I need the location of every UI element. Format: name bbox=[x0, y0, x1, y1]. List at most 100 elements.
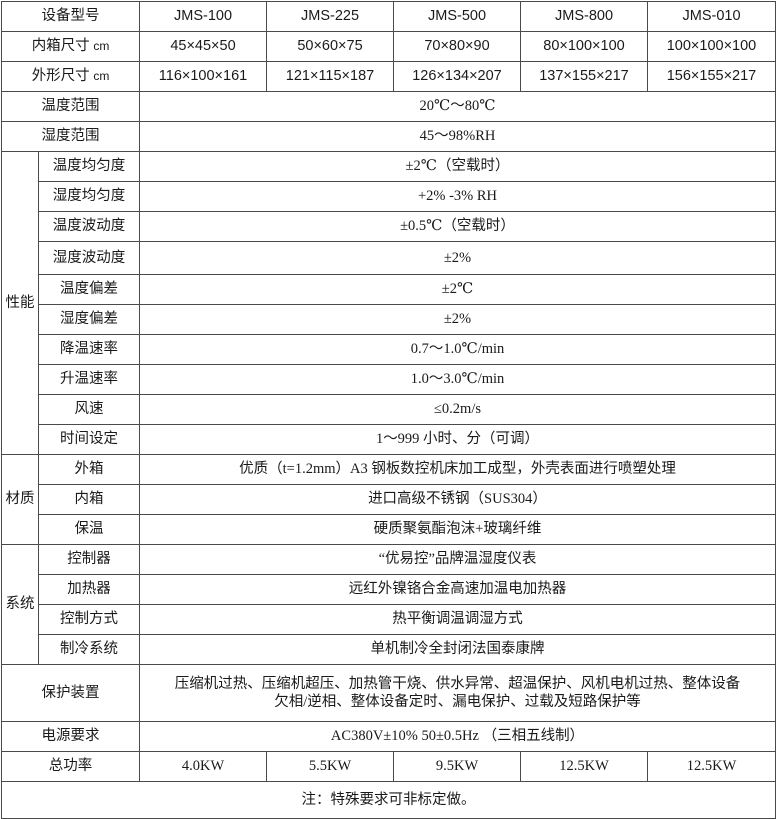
table-footnote: 注：特殊要求可非标定做。 bbox=[1, 781, 776, 819]
category-system-text: 系统 bbox=[5, 596, 35, 613]
perf-value-2: +2% -3% RH bbox=[139, 181, 776, 212]
model-cell-5: JMS-010 bbox=[647, 1, 776, 32]
category-performance: 性能 bbox=[1, 151, 39, 455]
perf-label-10: 时间设定 bbox=[38, 424, 140, 455]
category-performance-text: 性能 bbox=[5, 294, 35, 311]
perf-value-7: 0.7～1.0℃/min bbox=[139, 334, 776, 365]
row-label-total-power: 总功率 bbox=[1, 751, 140, 782]
table-row-material-2: 内箱 进口高级不锈钢（SUS304） bbox=[2, 484, 776, 515]
table-row-performance-9: 风速 ≤0.2m/s bbox=[2, 394, 776, 425]
table-row-material-3: 保温 硬质聚氨酯泡沫+玻璃纤维 bbox=[2, 514, 776, 545]
table-row-system-3: 控制方式 热平衡调温调湿方式 bbox=[2, 604, 776, 635]
model-cell-1: JMS-100 bbox=[139, 1, 267, 32]
outer-size-cell-2: 121×115×187 bbox=[266, 61, 394, 92]
inner-size-cell-4: 80×100×100 bbox=[520, 31, 648, 62]
material-value-1: 优质（t=1.2mm）A3 钢板数控机床加工成型，外壳表面进行喷塑处理 bbox=[139, 454, 776, 485]
table-row-system-2: 加热器 远红外镍铬合金高速加温电加热器 bbox=[2, 574, 776, 605]
system-value-2: 远红外镍铬合金高速加温电加热器 bbox=[139, 574, 776, 605]
perf-label-2: 湿度均匀度 bbox=[38, 181, 140, 212]
outer-size-cell-3: 126×134×207 bbox=[393, 61, 521, 92]
perf-value-5: ±2℃ bbox=[139, 274, 776, 305]
protection-line-2: 欠相/逆相、整体设备定时、漏电保护、过载及短路保护等 bbox=[274, 694, 641, 710]
system-label-3: 控制方式 bbox=[38, 604, 140, 635]
model-cell-4: JMS-800 bbox=[520, 1, 648, 32]
perf-value-3: ±0.5℃（空载时） bbox=[139, 211, 776, 242]
table-row-power-supply: 电源要求 AC380V±10% 50±0.5Hz （三相五线制） bbox=[1, 721, 776, 752]
protection-line-1: 压缩机过热、压缩机超压、加热管干烧、供水异常、超温保护、风机电机过热、整体设备 bbox=[174, 675, 741, 692]
perf-value-4: ±2% bbox=[139, 241, 776, 275]
table-row-note: 注：特殊要求可非标定做。 bbox=[1, 781, 776, 819]
perf-label-1: 温度均匀度 bbox=[38, 151, 140, 182]
total-power-cell-3: 9.5KW bbox=[393, 751, 521, 782]
perf-label-7: 降温速率 bbox=[38, 334, 140, 365]
perf-label-3: 温度波动度 bbox=[38, 211, 140, 242]
outer-size-cell-4: 137×155×217 bbox=[520, 61, 648, 92]
system-value-1: “优易控”品牌温湿度仪表 bbox=[139, 544, 776, 575]
humi-range-value: 45～98%RH bbox=[139, 121, 776, 152]
perf-label-9: 风速 bbox=[38, 394, 140, 425]
table-row-inner-size: 内箱尺寸 cm 45×45×50 50×60×75 70×80×90 80×10… bbox=[1, 31, 776, 62]
table-row-performance-5: 温度偏差 ±2℃ bbox=[2, 274, 776, 305]
table-row-total-power: 总功率 4.0KW 5.5KW 9.5KW 12.5KW 12.5KW bbox=[1, 751, 776, 782]
system-value-3: 热平衡调温调湿方式 bbox=[139, 604, 776, 635]
system-label-4: 制冷系统 bbox=[38, 634, 140, 665]
table-row-system-1: 系统 控制器 “优易控”品牌温湿度仪表 bbox=[1, 544, 776, 665]
temp-range-value: 20℃～80℃ bbox=[139, 91, 776, 122]
outer-size-label-text: 外形尺寸 bbox=[31, 68, 90, 85]
category-system: 系统 bbox=[1, 544, 39, 665]
perf-label-5: 温度偏差 bbox=[38, 274, 140, 305]
perf-value-9: ≤0.2m/s bbox=[139, 394, 776, 425]
inner-size-cell-2: 50×60×75 bbox=[266, 31, 394, 62]
inner-size-cell-3: 70×80×90 bbox=[393, 31, 521, 62]
table-row-performance-7: 降温速率 0.7～1.0℃/min bbox=[2, 334, 776, 365]
outer-size-cell-1: 116×100×161 bbox=[139, 61, 267, 92]
table-row-performance-4: 湿度波动度 ±2% bbox=[2, 241, 776, 275]
perf-value-10: 1～999 小时、分（可调） bbox=[139, 424, 776, 455]
outer-size-cell-5: 156×155×217 bbox=[647, 61, 776, 92]
table-row-model: 设备型号 JMS-100 JMS-225 JMS-500 JMS-800 JMS… bbox=[1, 1, 776, 32]
system-label-2: 加热器 bbox=[38, 574, 140, 605]
perf-value-6: ±2% bbox=[139, 304, 776, 335]
table-row-protection: 保护装置 压缩机过热、压缩机超压、加热管干烧、供水异常、超温保护、风机电机过热、… bbox=[1, 664, 776, 722]
row-label-model: 设备型号 bbox=[1, 1, 140, 32]
table-row-performance-8: 升温速率 1.0～3.0℃/min bbox=[2, 364, 776, 395]
table-row-performance-1: 性能 温度均匀度 ±2℃（空载时） bbox=[1, 151, 776, 455]
table-row-material-1: 材质 外箱 优质（t=1.2mm）A3 钢板数控机床加工成型，外壳表面进行喷塑处… bbox=[1, 454, 776, 545]
table-row-system-4: 制冷系统 单机制冷全封闭法国泰康牌 bbox=[2, 634, 776, 665]
table-row-performance-10: 时间设定 1～999 小时、分（可调） bbox=[2, 424, 776, 455]
material-value-2: 进口高级不锈钢（SUS304） bbox=[139, 484, 776, 515]
material-label-1: 外箱 bbox=[38, 454, 140, 485]
material-label-3: 保温 bbox=[38, 514, 140, 545]
perf-value-8: 1.0～3.0℃/min bbox=[139, 364, 776, 395]
outer-size-unit: cm bbox=[93, 69, 110, 84]
inner-size-cell-5: 100×100×100 bbox=[647, 31, 776, 62]
material-value-3: 硬质聚氨酯泡沫+玻璃纤维 bbox=[139, 514, 776, 545]
table-row-performance-6: 湿度偏差 ±2% bbox=[2, 304, 776, 335]
total-power-cell-1: 4.0KW bbox=[139, 751, 267, 782]
table-row-performance-3: 温度波动度 ±0.5℃（空载时） bbox=[2, 211, 776, 242]
inner-size-unit: cm bbox=[93, 39, 110, 54]
power-supply-value: AC380V±10% 50±0.5Hz （三相五线制） bbox=[139, 721, 776, 752]
total-power-cell-4: 12.5KW bbox=[520, 751, 648, 782]
system-label-1: 控制器 bbox=[38, 544, 140, 575]
material-label-2: 内箱 bbox=[38, 484, 140, 515]
table-row-outer-size: 外形尺寸 cm 116×100×161 121×115×187 126×134×… bbox=[1, 61, 776, 92]
model-cell-3: JMS-500 bbox=[393, 1, 521, 32]
perf-label-8: 升温速率 bbox=[38, 364, 140, 395]
category-material-text: 材质 bbox=[5, 491, 35, 508]
row-label-power-supply: 电源要求 bbox=[1, 721, 140, 752]
perf-label-6: 湿度偏差 bbox=[38, 304, 140, 335]
table-row-humi-range: 湿度范围 45～98%RH bbox=[1, 121, 776, 152]
perf-value-1: ±2℃（空载时） bbox=[139, 151, 776, 182]
inner-size-cell-1: 45×45×50 bbox=[139, 31, 267, 62]
row-label-inner-size: 内箱尺寸 cm bbox=[1, 31, 140, 62]
protection-value: 压缩机过热、压缩机超压、加热管干烧、供水异常、超温保护、风机电机过热、整体设备 … bbox=[139, 664, 776, 722]
row-label-temp-range: 温度范围 bbox=[1, 91, 140, 122]
row-label-protection: 保护装置 bbox=[1, 664, 140, 722]
table-row-performance-2: 湿度均匀度 +2% -3% RH bbox=[2, 181, 776, 212]
total-power-cell-5: 12.5KW bbox=[647, 751, 776, 782]
total-power-cell-2: 5.5KW bbox=[266, 751, 394, 782]
inner-size-label-text: 内箱尺寸 bbox=[31, 38, 90, 55]
